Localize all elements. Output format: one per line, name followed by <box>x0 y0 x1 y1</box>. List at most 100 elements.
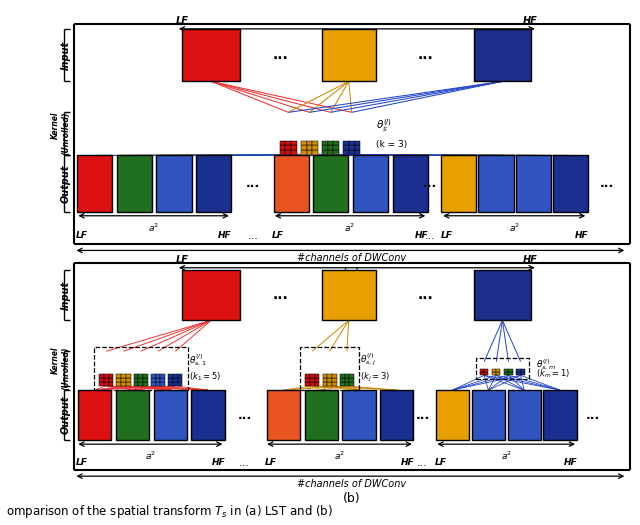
Bar <box>104 378 109 382</box>
Bar <box>121 374 126 378</box>
Bar <box>520 372 525 375</box>
Bar <box>280 141 285 145</box>
Bar <box>182 29 240 81</box>
Text: LF: LF <box>264 458 276 467</box>
Bar <box>151 374 156 378</box>
Bar <box>353 155 388 212</box>
Bar <box>116 382 121 386</box>
Bar <box>305 382 310 386</box>
Bar <box>109 374 113 378</box>
Bar <box>349 382 354 386</box>
Bar <box>305 390 338 440</box>
Text: ...: ... <box>237 408 252 422</box>
Bar <box>323 382 327 386</box>
Bar <box>99 374 104 378</box>
Bar <box>327 382 332 386</box>
Bar <box>109 378 113 382</box>
Bar <box>312 145 318 150</box>
Bar <box>349 150 355 155</box>
Text: ...: ... <box>239 458 250 468</box>
Text: (a): (a) <box>343 267 361 279</box>
Bar <box>173 382 178 386</box>
Text: ...: ... <box>273 48 288 62</box>
Bar <box>436 390 469 440</box>
Text: $(k_m = 1)$: $(k_m = 1)$ <box>536 367 570 380</box>
Bar <box>332 374 337 378</box>
Bar <box>134 378 138 382</box>
Bar <box>310 374 315 378</box>
Bar <box>138 374 143 378</box>
Text: HF: HF <box>401 458 415 467</box>
Bar <box>168 382 173 386</box>
Bar <box>173 378 178 382</box>
Bar <box>126 378 131 382</box>
Bar <box>516 369 521 372</box>
Bar <box>310 382 315 386</box>
Text: Kernel
(Unrolled): Kernel (Unrolled) <box>51 347 70 390</box>
Bar <box>156 378 161 382</box>
Bar <box>121 378 126 382</box>
Bar <box>328 145 333 150</box>
Bar <box>442 155 476 212</box>
Bar <box>349 141 355 145</box>
Bar <box>116 374 121 378</box>
Bar <box>333 145 339 150</box>
Bar <box>340 382 344 386</box>
Text: LF: LF <box>176 255 189 265</box>
Bar <box>393 155 428 212</box>
Text: $\theta_{s,m}^{(l)}$: $\theta_{s,m}^{(l)}$ <box>536 358 556 372</box>
Bar <box>380 390 413 440</box>
Text: HF: HF <box>218 231 232 240</box>
Bar <box>322 145 328 150</box>
Text: ...: ... <box>423 177 437 190</box>
Bar <box>479 155 514 212</box>
Text: $a^2$: $a^2$ <box>509 222 520 234</box>
Bar <box>104 374 109 378</box>
Text: Kernel
(Unrolled): Kernel (Unrolled) <box>51 112 70 155</box>
Bar <box>301 141 307 145</box>
Bar <box>343 141 349 145</box>
Bar <box>161 378 165 382</box>
Bar <box>143 378 148 382</box>
Text: ...: ... <box>417 458 428 468</box>
Bar <box>138 382 143 386</box>
Bar <box>161 374 165 378</box>
Text: ...: ... <box>273 288 288 302</box>
Bar <box>99 382 104 386</box>
Text: ...: ... <box>425 231 435 241</box>
Bar <box>342 390 376 440</box>
Text: (b): (b) <box>343 492 361 505</box>
Bar <box>191 390 225 440</box>
Text: HF: HF <box>212 458 225 467</box>
Text: HF: HF <box>523 16 538 26</box>
Bar <box>472 390 505 440</box>
Text: ...: ... <box>418 48 433 62</box>
Bar <box>291 145 297 150</box>
Bar <box>274 155 309 212</box>
Text: HF: HF <box>415 231 428 240</box>
Bar <box>516 155 550 212</box>
Bar <box>285 141 291 145</box>
Bar <box>196 155 232 212</box>
Text: LF: LF <box>440 231 452 240</box>
Bar <box>307 145 312 150</box>
Bar <box>104 382 109 386</box>
Bar <box>182 270 240 320</box>
Text: #channels of DWConv: #channels of DWConv <box>298 479 406 489</box>
Bar <box>497 369 500 372</box>
Bar <box>267 390 300 440</box>
Text: $a^2$: $a^2$ <box>344 222 356 234</box>
Bar <box>553 155 588 212</box>
Bar <box>161 382 165 386</box>
Bar <box>138 378 143 382</box>
Bar <box>323 378 327 382</box>
Bar <box>301 150 307 155</box>
Text: LF: LF <box>76 231 88 240</box>
Bar <box>328 150 333 155</box>
Bar <box>305 374 310 378</box>
Bar <box>508 390 541 440</box>
Bar <box>301 145 307 150</box>
Bar <box>134 382 138 386</box>
Bar <box>99 378 104 382</box>
Bar <box>312 150 318 155</box>
